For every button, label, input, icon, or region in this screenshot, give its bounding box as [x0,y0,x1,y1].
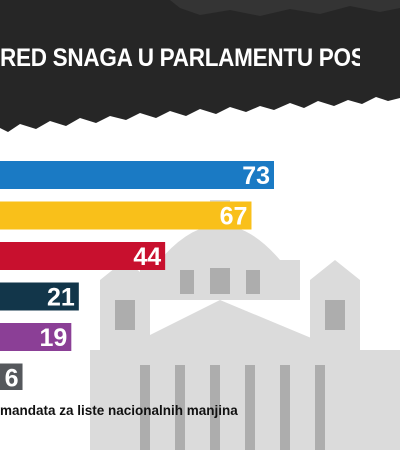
bar-chart: 73 67 44 21 19 6 [0,161,274,391]
bar-value-label-4: 19 [40,324,68,352]
chart-title: RED SNAGA U PARLAMENTU POSLE IZB [0,44,360,72]
header-torn-background [0,0,400,132]
footnote: mandata za liste nacionalnih manjina [0,403,238,418]
bar-3 [0,282,79,311]
bar-value-label-2: 44 [133,243,161,271]
bar-0 [0,161,274,189]
bar-2 [0,242,166,270]
bar-value-label-0: 73 [242,162,270,190]
parliament-building-illustration [90,200,400,450]
bar-4 [0,323,72,351]
bar-5 [0,363,23,390]
bar-value-label-5: 6 [5,365,19,391]
header-banner [0,0,400,132]
header-top-texture [170,0,400,16]
bar-1 [0,201,252,230]
bar-value-label-1: 67 [220,203,248,231]
bar-value-label-3: 21 [47,284,75,312]
